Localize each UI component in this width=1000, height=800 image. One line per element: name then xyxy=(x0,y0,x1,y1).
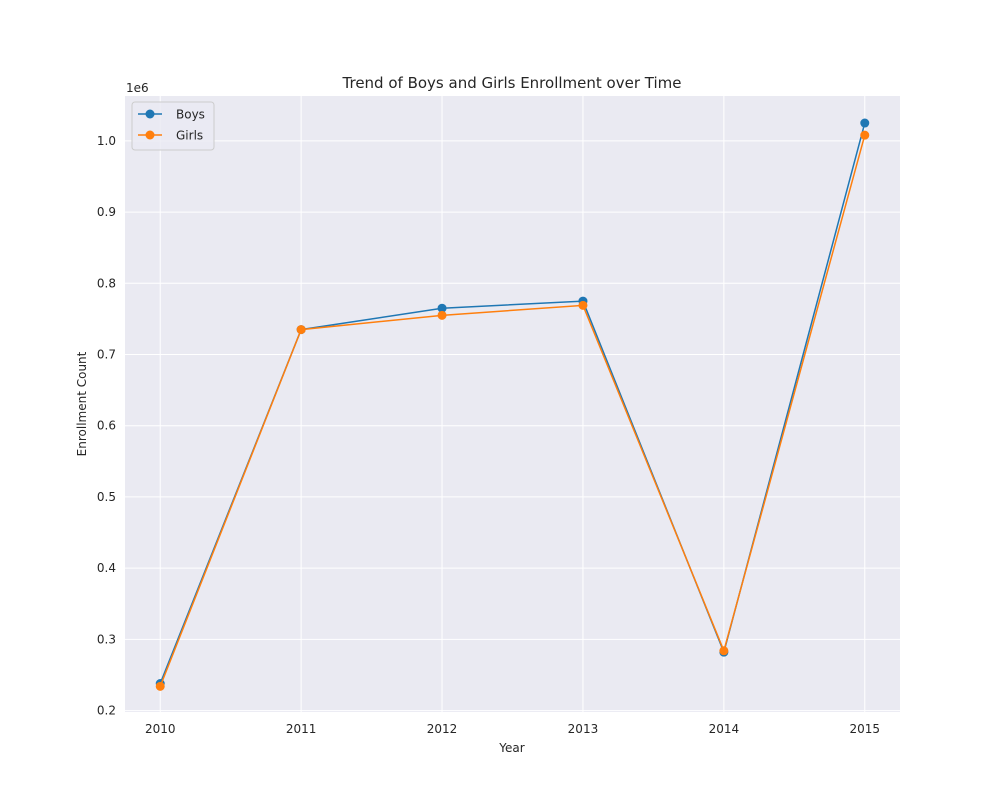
y-tick-label: 0.7 xyxy=(97,348,116,362)
y-axis-offset-label: 1e6 xyxy=(126,81,149,95)
x-tick-label: 2015 xyxy=(849,722,880,736)
y-tick-label: 0.8 xyxy=(97,276,116,290)
y-tick-label: 0.2 xyxy=(97,704,116,718)
y-axis-label: Enrollment Count xyxy=(75,351,89,456)
y-tick-label: 0.9 xyxy=(97,205,116,219)
legend-marker-girls xyxy=(145,130,155,140)
y-tick-label: 0.3 xyxy=(97,632,116,646)
x-tick-label: 2012 xyxy=(427,722,458,736)
x-tick-label: 2011 xyxy=(286,722,317,736)
data-point-boys xyxy=(437,303,447,313)
legend-marker-boys xyxy=(145,109,155,119)
data-point-girls xyxy=(719,646,729,656)
y-tick-label: 0.4 xyxy=(97,561,116,575)
y-tick-label: 0.5 xyxy=(97,490,116,504)
legend-label-girls: Girls xyxy=(176,129,203,143)
x-axis-label: Year xyxy=(498,741,524,755)
plot-background xyxy=(125,96,900,712)
x-tick-label: 2013 xyxy=(568,722,599,736)
data-point-boys xyxy=(860,118,870,128)
data-point-girls xyxy=(296,325,306,335)
legend-label-boys: Boys xyxy=(176,108,205,122)
legend: Boys Girls xyxy=(131,101,215,151)
grid xyxy=(125,96,900,712)
x-tick-label: 2014 xyxy=(709,722,740,736)
x-tick-label: 2010 xyxy=(145,722,176,736)
data-point-girls xyxy=(155,681,165,691)
y-tick-label: 0.6 xyxy=(97,419,116,433)
series-group xyxy=(155,118,870,691)
data-point-girls xyxy=(437,310,447,320)
series-line-girls xyxy=(159,134,866,687)
x-axis-ticks: 2010 2011 2012 2013 2014 2015 xyxy=(145,722,880,736)
data-point-girls xyxy=(578,300,588,310)
chart-title: Trend of Boys and Girls Enrollment over … xyxy=(342,74,682,92)
y-axis-ticks: 0.2 0.3 0.4 0.5 0.6 0.7 0.8 0.9 1.0 xyxy=(97,134,116,718)
y-tick-label: 1.0 xyxy=(97,134,116,148)
data-point-girls xyxy=(860,130,870,140)
